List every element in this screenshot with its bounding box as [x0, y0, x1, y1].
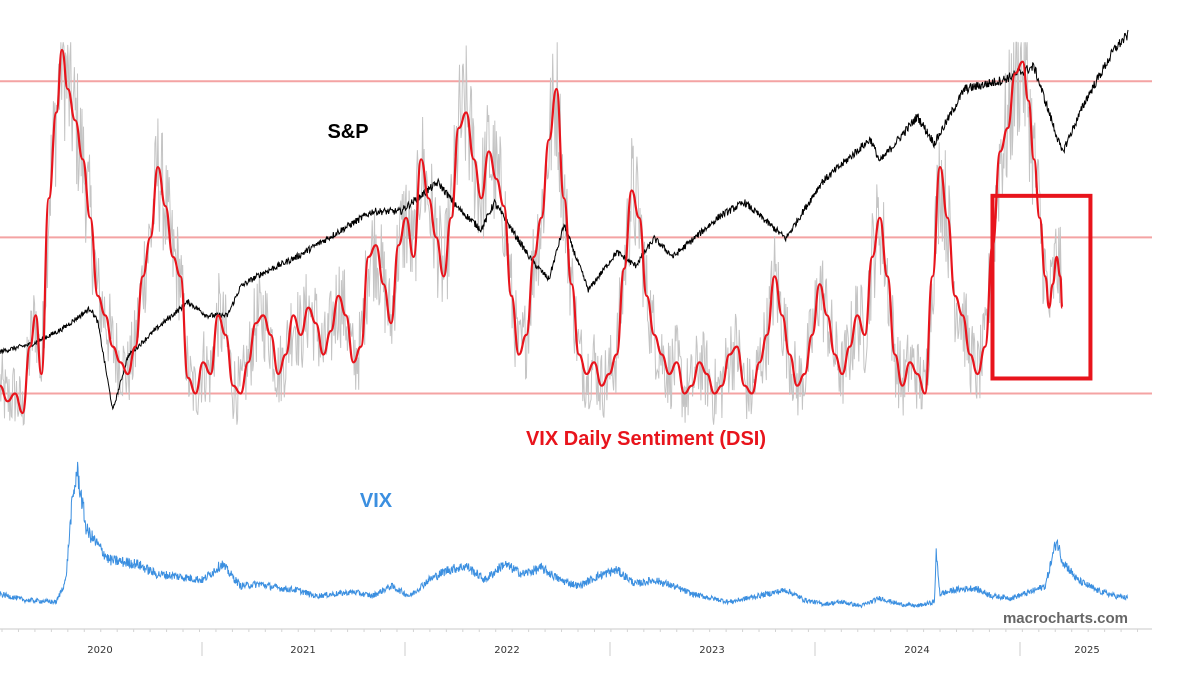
vix-series [0, 461, 1128, 609]
highlight-box [990, 193, 1093, 381]
dsi-raw-line [0, 41, 1063, 426]
sp-label: S&P [327, 121, 368, 143]
dsi-label: VIX Daily Sentiment (DSI) [526, 428, 766, 450]
vix-label: VIX [360, 490, 393, 512]
dsi-raw-series [0, 41, 1063, 426]
x-tick-label-2022: 2022 [494, 645, 519, 656]
dsi-smoothed-line [0, 48, 1064, 415]
x-axis: 2020 2021 2022 2023 2024 2025 [0, 628, 1152, 656]
x-tick-label-2023: 2023 [699, 645, 724, 656]
reference-lines [0, 80, 1152, 395]
dsi-smoothed-series [0, 48, 1064, 415]
sp-series [0, 29, 1129, 411]
watermark: macrocharts.com [1003, 610, 1128, 627]
x-tick-label-2020: 2020 [87, 645, 112, 656]
x-tick-label-2024: 2024 [904, 645, 929, 656]
x-tick-label-2021: 2021 [290, 645, 315, 656]
x-tick-label-2025: 2025 [1074, 645, 1099, 656]
highlight-group [990, 193, 1093, 381]
vix-line [0, 461, 1128, 609]
sp-line [0, 29, 1129, 411]
